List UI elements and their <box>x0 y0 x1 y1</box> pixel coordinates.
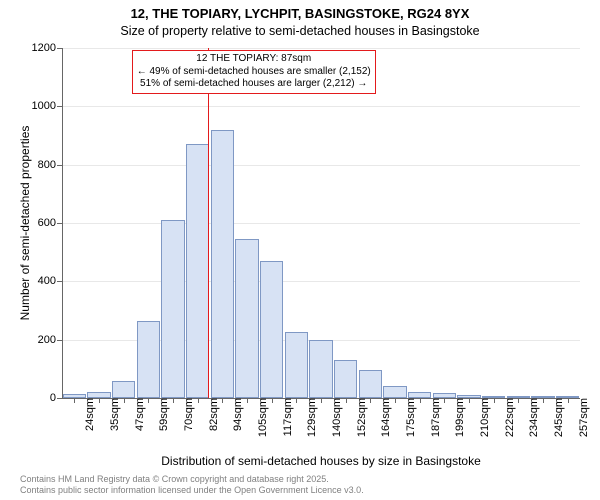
x-tick-mark <box>148 398 149 403</box>
x-tick-mark <box>247 398 248 403</box>
x-tick-label: 24sqm <box>78 398 96 431</box>
y-tick-label: 400 <box>38 275 62 287</box>
x-tick-mark <box>321 398 322 403</box>
x-tick-mark <box>444 398 445 403</box>
title-main: 12, THE TOPIARY, LYCHPIT, BASINGSTOKE, R… <box>0 6 600 21</box>
histogram-bar <box>383 386 406 398</box>
histogram-bar <box>186 144 209 398</box>
grid-line <box>62 281 580 282</box>
x-tick-label: 164sqm <box>374 398 392 437</box>
x-tick-label: 199sqm <box>448 398 466 437</box>
marker-line <box>208 48 209 398</box>
grid-line <box>62 48 580 49</box>
grid-line <box>62 165 580 166</box>
x-tick-mark <box>370 398 371 403</box>
histogram-bar <box>334 360 357 398</box>
x-tick-label: 175sqm <box>399 398 417 437</box>
x-tick-mark <box>74 398 75 403</box>
credits-line-1: Contains HM Land Registry data © Crown c… <box>20 474 364 485</box>
y-tick-label: 1200 <box>32 42 62 54</box>
x-tick-label: 234sqm <box>522 398 540 437</box>
x-tick-label: 129sqm <box>300 398 318 437</box>
credits-line-2: Contains public sector information licen… <box>20 485 364 496</box>
histogram-bar <box>235 239 258 398</box>
x-tick-label: 222sqm <box>498 398 516 437</box>
x-tick-mark <box>420 398 421 403</box>
x-tick-label: 117sqm <box>276 398 294 436</box>
x-axis-label: Distribution of semi-detached houses by … <box>62 454 580 468</box>
chart-plot-area: 02004006008001000120024sqm35sqm47sqm59sq… <box>62 48 580 398</box>
y-tick-label: 800 <box>38 159 62 171</box>
x-tick-label: 257sqm <box>572 398 590 437</box>
x-tick-label: 210sqm <box>473 398 491 437</box>
annotation-line-1: 12 THE TOPIARY: 87sqm <box>137 53 371 66</box>
y-tick-label: 200 <box>38 334 62 346</box>
x-tick-label: 140sqm <box>325 398 343 437</box>
x-tick-label: 47sqm <box>128 398 146 431</box>
y-axis-label: Number of semi-detached properties <box>18 48 32 398</box>
chart-root: 12, THE TOPIARY, LYCHPIT, BASINGSTOKE, R… <box>0 0 600 500</box>
x-tick-mark <box>568 398 569 403</box>
histogram-bar <box>359 370 382 398</box>
x-tick-mark <box>518 398 519 403</box>
y-tick-label: 0 <box>50 392 62 404</box>
x-tick-mark <box>198 398 199 403</box>
histogram-bar <box>137 321 160 398</box>
annotation-line-3: 51% of semi-detached houses are larger (… <box>137 78 371 91</box>
x-tick-label: 35sqm <box>103 398 121 431</box>
x-tick-label: 82sqm <box>202 398 220 431</box>
y-tick-label: 1000 <box>32 100 62 112</box>
x-tick-mark <box>543 398 544 403</box>
grid-line <box>62 106 580 107</box>
x-tick-label: 105sqm <box>251 398 269 437</box>
y-axis-line <box>62 48 63 398</box>
x-tick-label: 94sqm <box>226 398 244 431</box>
x-tick-mark <box>395 398 396 403</box>
histogram-bar <box>260 261 283 398</box>
x-tick-mark <box>124 398 125 403</box>
histogram-bar <box>161 220 184 398</box>
title-sub: Size of property relative to semi-detach… <box>0 24 600 38</box>
x-tick-mark <box>494 398 495 403</box>
histogram-bar <box>309 340 332 398</box>
histogram-bar <box>211 130 234 398</box>
x-tick-mark <box>222 398 223 403</box>
x-tick-mark <box>469 398 470 403</box>
histogram-bar <box>112 381 135 399</box>
credits: Contains HM Land Registry data © Crown c… <box>20 474 364 496</box>
x-tick-mark <box>346 398 347 403</box>
histogram-bar <box>285 332 308 398</box>
x-tick-label: 59sqm <box>152 398 170 431</box>
annotation-line-2: ← 49% of semi-detached houses are smalle… <box>137 66 371 79</box>
x-tick-label: 70sqm <box>177 398 195 431</box>
x-tick-mark <box>99 398 100 403</box>
x-tick-label: 187sqm <box>424 398 442 437</box>
y-tick-label: 600 <box>38 217 62 229</box>
x-tick-label: 245sqm <box>547 398 565 437</box>
x-tick-mark <box>272 398 273 403</box>
x-tick-mark <box>296 398 297 403</box>
x-tick-label: 152sqm <box>350 398 368 437</box>
grid-line <box>62 223 580 224</box>
annotation-box: 12 THE TOPIARY: 87sqm← 49% of semi-detac… <box>132 50 376 94</box>
x-tick-mark <box>173 398 174 403</box>
